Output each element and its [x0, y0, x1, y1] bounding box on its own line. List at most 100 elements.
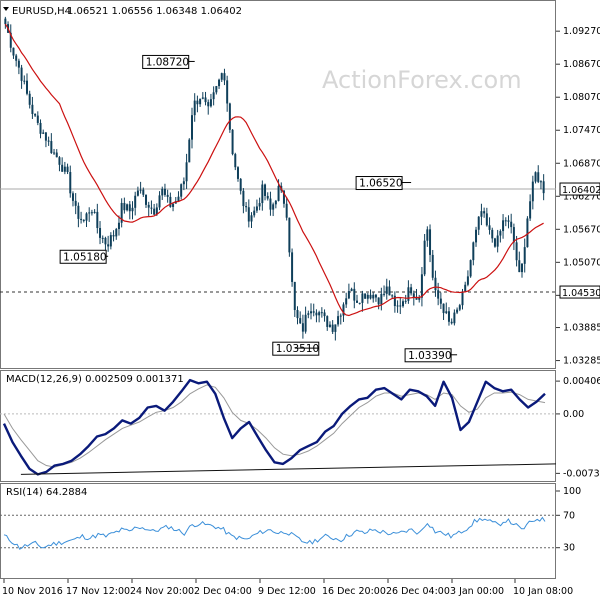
candle-body	[107, 244, 110, 247]
candle-body	[180, 184, 183, 197]
candle-body	[431, 254, 434, 278]
candle-body	[182, 181, 185, 185]
candle-body	[50, 141, 53, 154]
candle-body	[261, 184, 264, 204]
candle-body	[218, 79, 221, 87]
candle-body	[80, 218, 83, 220]
callout-label: 1.06520	[359, 178, 402, 190]
candle-body	[58, 157, 61, 165]
candle-body	[396, 305, 399, 307]
candle-body	[307, 313, 310, 315]
candle-body	[85, 213, 88, 221]
candle-body	[445, 311, 448, 314]
callout-label: 1.03390	[408, 350, 451, 362]
candle-body	[131, 207, 134, 212]
callout-label: 1.08720	[146, 56, 189, 68]
candle-body	[172, 203, 175, 207]
x-tick-label: 2 Dec 04:00	[194, 586, 252, 597]
candle-body	[404, 300, 407, 302]
candle-body	[20, 67, 23, 81]
candle-body	[228, 103, 231, 130]
rsi-line	[3, 516, 546, 550]
candle-body	[301, 323, 304, 332]
candle-body	[150, 207, 153, 209]
price-tick-label: 1.07470	[563, 125, 600, 136]
candle-body	[36, 115, 39, 123]
candle-body	[272, 204, 275, 210]
candle-body	[190, 115, 193, 140]
candle-body	[120, 202, 123, 223]
candle-body	[483, 211, 486, 214]
candle-body	[510, 221, 513, 228]
candle-body	[93, 211, 96, 213]
price-tick-label: 1.09270	[563, 26, 600, 37]
watermark: ActionForex.com	[322, 66, 522, 94]
x-tick-label: 10 Nov 2016	[2, 586, 63, 597]
rsi-panel	[0, 483, 556, 579]
candle-body	[480, 211, 483, 217]
candle-body	[185, 162, 188, 182]
candle-body	[99, 228, 102, 238]
candle-body	[526, 218, 529, 248]
candle-body	[15, 55, 18, 61]
candle-body	[515, 242, 518, 261]
candle-body	[155, 207, 158, 215]
macd-signal-line	[3, 384, 546, 468]
candle-body	[426, 229, 429, 241]
price-callout: 1.03390	[404, 348, 458, 363]
candle-body	[77, 205, 80, 219]
candle-body	[488, 225, 491, 230]
candle-body	[104, 237, 107, 245]
candle-body	[502, 220, 505, 232]
candle-body	[234, 154, 237, 168]
candle-body	[258, 203, 261, 207]
candle-body	[518, 260, 521, 273]
candle-body	[285, 203, 288, 218]
candle-body	[434, 277, 437, 291]
candle-body	[109, 235, 112, 247]
candle-body	[47, 140, 50, 142]
candle-body	[507, 220, 510, 222]
candle-body	[209, 99, 212, 107]
candle-body	[512, 227, 515, 243]
candle-body	[88, 212, 91, 214]
candle-body	[542, 181, 545, 194]
candle-body	[493, 238, 496, 247]
candle-body	[253, 210, 256, 216]
candle-body	[264, 184, 267, 196]
candle-body	[61, 164, 64, 172]
triangle-down-icon	[3, 7, 9, 11]
candle-body	[169, 196, 172, 207]
macd-title: MACD(12,26,9) 0.002509 0.001371	[6, 374, 184, 385]
candle-body	[28, 93, 31, 105]
candle-body	[134, 195, 137, 208]
x-tick-label: 16 Dec 20:00	[322, 586, 386, 597]
candle-body	[69, 172, 72, 194]
candle-body	[17, 60, 20, 68]
candle-body	[442, 303, 445, 314]
candle-body	[466, 276, 469, 285]
candle-body	[358, 302, 361, 304]
candle-body	[269, 198, 272, 210]
price-marker-box	[559, 182, 600, 196]
candle-body	[412, 293, 415, 298]
candle-body	[223, 73, 226, 81]
candle-body	[66, 166, 69, 173]
macd-tick-label: 0.00	[563, 409, 584, 420]
x-tick-label: 17 Nov 12:00	[66, 586, 130, 597]
candle-body	[163, 188, 166, 195]
candle-body	[393, 295, 396, 307]
candle-body	[25, 80, 28, 94]
candle-body	[350, 288, 353, 292]
candle-body	[274, 200, 277, 205]
candle-body	[4, 18, 7, 25]
candle-body	[401, 301, 404, 307]
candle-body	[145, 194, 148, 205]
symbol-label: EURUSD,H4	[12, 6, 71, 17]
rsi-title: RSI(14) 64.2884	[6, 487, 87, 498]
candle-body	[331, 324, 334, 332]
candle-body	[74, 200, 77, 206]
candle-body	[464, 284, 467, 292]
candle-body	[90, 212, 93, 214]
